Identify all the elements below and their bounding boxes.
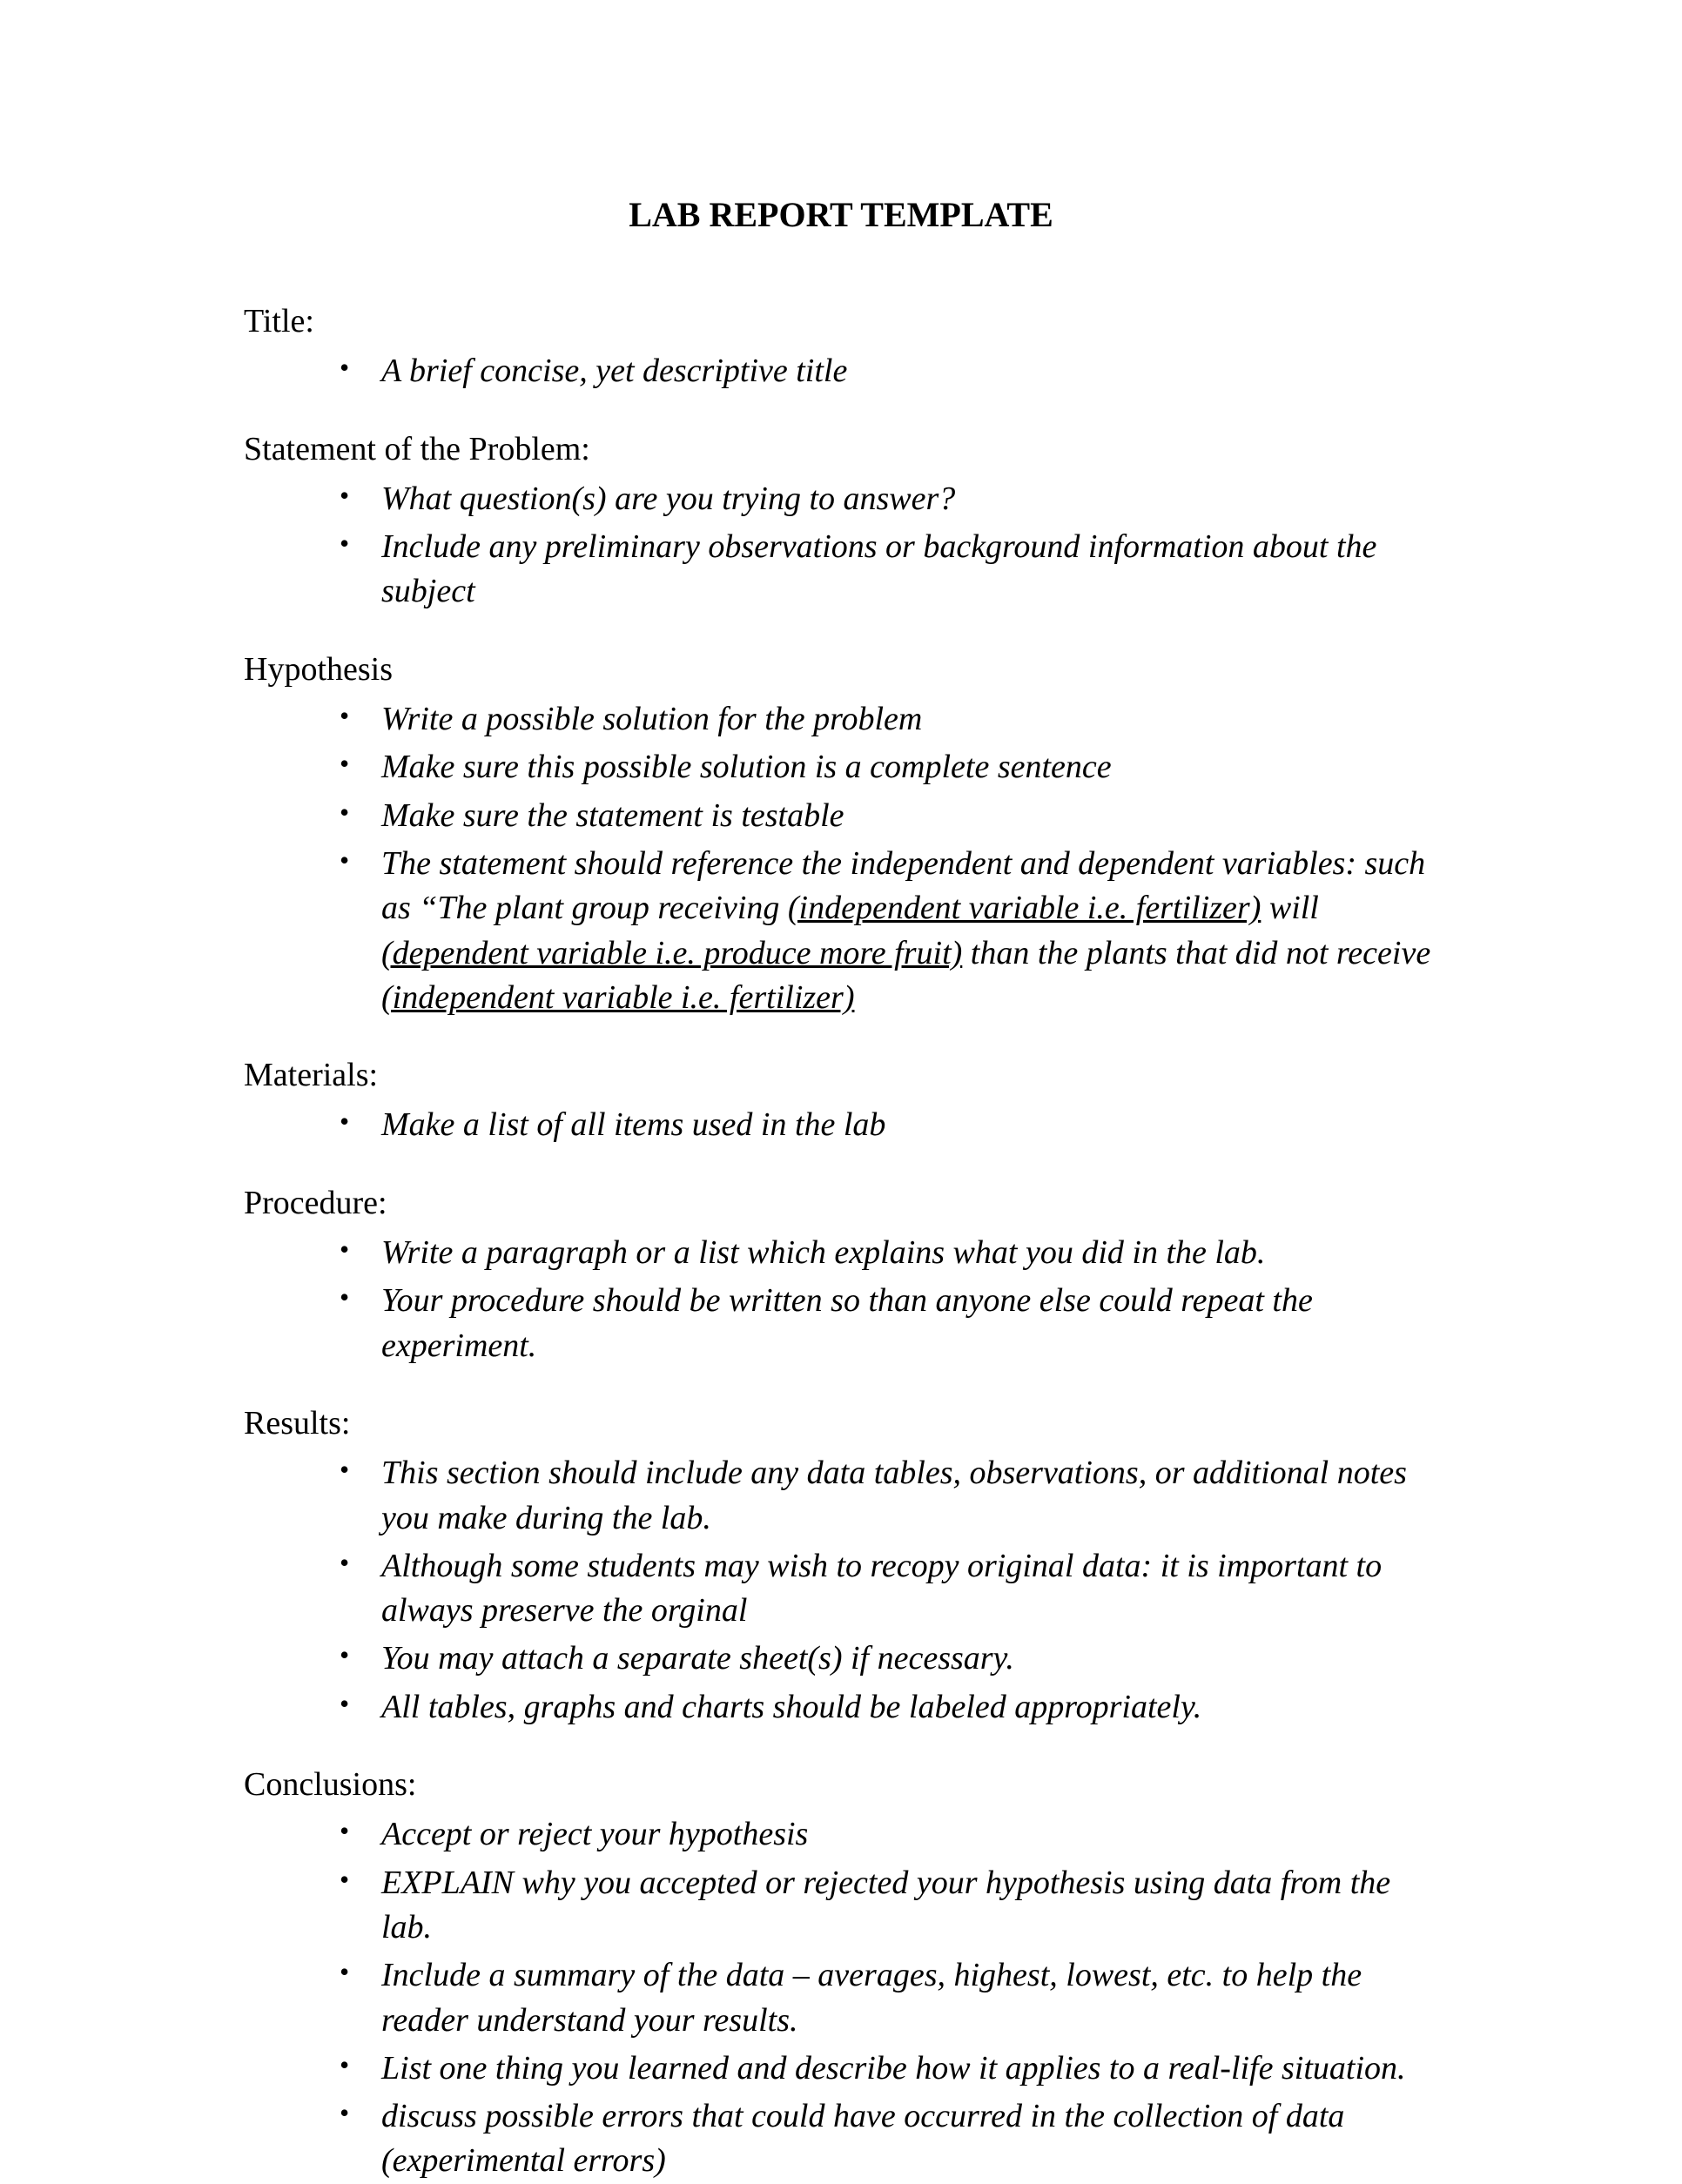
- bullet-list: Accept or reject your hypothesis EXPLAIN…: [244, 1812, 1438, 2183]
- list-item: List one thing you learned and describe …: [340, 2046, 1438, 2091]
- section-heading: Hypothesis: [244, 648, 1438, 692]
- underlined-text: (independent variable i.e. fertilizer): [788, 890, 1261, 926]
- list-item: Make a list of all items used in the lab: [340, 1103, 1438, 1147]
- section-heading: Results:: [244, 1401, 1438, 1446]
- list-item: Make sure this possible solution is a co…: [340, 745, 1438, 790]
- section-materials: Materials: Make a list of all items used…: [244, 1053, 1438, 1148]
- section-hypothesis: Hypothesis Write a possible solution for…: [244, 648, 1438, 1020]
- text-fragment: than the plants that did not receive: [962, 935, 1430, 971]
- bullet-list: This section should include any data tab…: [244, 1451, 1438, 1730]
- document-title: LAB REPORT TEMPLATE: [244, 192, 1438, 239]
- bullet-list: Make a list of all items used in the lab: [244, 1103, 1438, 1147]
- list-item: What question(s) are you trying to answe…: [340, 477, 1438, 521]
- list-item: Accept or reject your hypothesis: [340, 1812, 1438, 1857]
- section-heading: Conclusions:: [244, 1763, 1438, 1807]
- bullet-list: Write a possible solution for the proble…: [244, 697, 1438, 1020]
- underlined-text: (independent variable i.e. fertilizer): [381, 979, 854, 1016]
- list-item: This section should include any data tab…: [340, 1451, 1438, 1541]
- list-item: Your procedure should be written so than…: [340, 1279, 1438, 1368]
- section-title: Title: A brief concise, yet descriptive …: [244, 299, 1438, 394]
- list-item: discuss possible errors that could have …: [340, 2094, 1438, 2184]
- bullet-list: A brief concise, yet descriptive title: [244, 349, 1438, 393]
- list-item: Include a summary of the data – averages…: [340, 1953, 1438, 2043]
- underlined-text: (dependent variable i.e. produce more fr…: [381, 935, 962, 971]
- document-page: LAB REPORT TEMPLATE Title: A brief conci…: [0, 0, 1682, 2176]
- list-item: All tables, graphs and charts should be …: [340, 1685, 1438, 1730]
- section-results: Results: This section should include any…: [244, 1401, 1438, 1730]
- text-fragment: will: [1261, 890, 1319, 926]
- list-item: EXPLAIN why you accepted or rejected you…: [340, 1861, 1438, 1951]
- section-heading: Title:: [244, 299, 1438, 344]
- section-heading: Statement of the Problem:: [244, 427, 1438, 472]
- list-item: Make sure the statement is testable: [340, 794, 1438, 838]
- bullet-list: What question(s) are you trying to answe…: [244, 477, 1438, 615]
- list-item: Include any preliminary observations or …: [340, 525, 1438, 615]
- section-statement: Statement of the Problem: What question(…: [244, 427, 1438, 615]
- list-item: The statement should reference the indep…: [340, 842, 1438, 1020]
- list-item: Write a possible solution for the proble…: [340, 697, 1438, 742]
- section-heading: Materials:: [244, 1053, 1438, 1098]
- bullet-list: Write a paragraph or a list which explai…: [244, 1231, 1438, 1368]
- list-item: A brief concise, yet descriptive title: [340, 349, 1438, 393]
- list-item: Write a paragraph or a list which explai…: [340, 1231, 1438, 1275]
- section-conclusions: Conclusions: Accept or reject your hypot…: [244, 1763, 1438, 2184]
- list-item: You may attach a separate sheet(s) if ne…: [340, 1636, 1438, 1681]
- section-heading: Procedure:: [244, 1181, 1438, 1226]
- list-item: Although some students may wish to recop…: [340, 1544, 1438, 1634]
- section-procedure: Procedure: Write a paragraph or a list w…: [244, 1181, 1438, 1368]
